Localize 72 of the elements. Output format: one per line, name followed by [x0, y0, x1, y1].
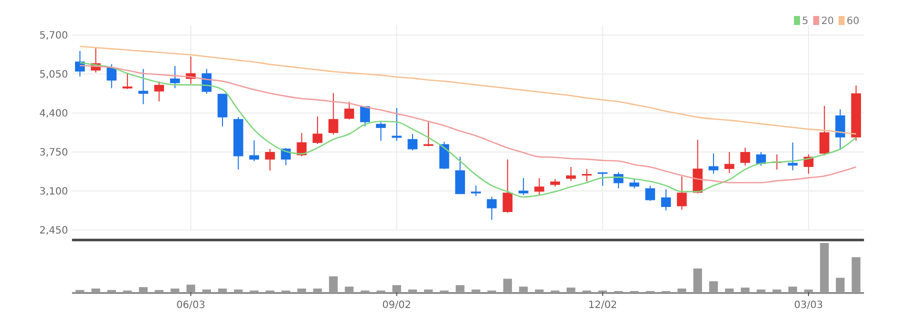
candlestick	[471, 185, 481, 197]
candlestick	[265, 148, 275, 172]
legend-label: 20	[821, 16, 834, 27]
candlestick	[756, 152, 766, 166]
bar	[740, 288, 750, 292]
candlestick	[724, 152, 734, 174]
bar	[344, 286, 354, 292]
candlestick	[645, 185, 656, 202]
legend-label: 60	[846, 16, 860, 27]
candlestick	[486, 196, 497, 220]
candlestick	[582, 168, 592, 182]
candlestick	[328, 92, 338, 136]
legend-label: 5	[802, 16, 808, 27]
bar	[218, 288, 227, 292]
candlestick	[376, 122, 386, 142]
candlestick	[819, 105, 830, 156]
bar	[693, 268, 702, 292]
candlestick	[788, 142, 798, 171]
bar	[519, 286, 528, 292]
candlestick	[249, 140, 260, 162]
bar	[725, 288, 734, 292]
y-tick-label: 4,400	[39, 108, 68, 120]
bar	[788, 286, 798, 292]
bar	[186, 284, 196, 292]
y-tick-label: 3,750	[39, 148, 68, 158]
bar	[709, 281, 718, 292]
candlestick	[676, 176, 687, 210]
bar	[329, 276, 338, 292]
candlestick	[518, 178, 528, 196]
y-tick-label: 3,100	[39, 186, 68, 198]
bar	[313, 288, 322, 292]
x-tick-label: 09/02	[382, 300, 412, 311]
candlestick	[534, 178, 544, 196]
candlestick	[423, 122, 434, 147]
x-tick-label: 03/03	[794, 300, 823, 311]
candlestick	[344, 101, 354, 120]
bar	[836, 278, 845, 292]
candlestick	[502, 158, 513, 214]
candlestick	[408, 134, 418, 151]
x-tick-label: 06/03	[176, 300, 206, 311]
y-tick-label: 2,450	[39, 226, 68, 236]
bar	[820, 243, 829, 292]
candlestick	[835, 108, 846, 150]
bar	[677, 288, 686, 292]
candlestick	[122, 72, 132, 90]
candlestick	[740, 147, 750, 166]
candlestick	[106, 64, 117, 89]
bar	[392, 285, 402, 292]
candlestick	[455, 156, 465, 195]
candlestick	[598, 172, 608, 186]
candlestick	[708, 152, 718, 174]
candlestick	[392, 107, 402, 142]
candlestick	[218, 93, 228, 127]
bar	[852, 257, 860, 292]
y-tick-label: 5,050	[39, 70, 68, 80]
candlestick	[661, 188, 671, 211]
candlestick	[138, 68, 148, 105]
bar	[170, 288, 180, 292]
bar	[566, 288, 576, 292]
candlestick	[170, 65, 180, 89]
candlestick	[312, 116, 322, 144]
bar	[138, 287, 148, 292]
candlestick	[360, 106, 370, 127]
bar	[91, 288, 100, 292]
candlestick	[154, 81, 164, 102]
candlestick	[629, 178, 640, 189]
bar	[297, 288, 306, 292]
bar	[503, 278, 512, 292]
y-tick-label: 5,700	[39, 30, 68, 42]
x-tick-label: 12/02	[588, 300, 618, 311]
bar	[456, 285, 464, 292]
candlestick	[566, 166, 576, 182]
